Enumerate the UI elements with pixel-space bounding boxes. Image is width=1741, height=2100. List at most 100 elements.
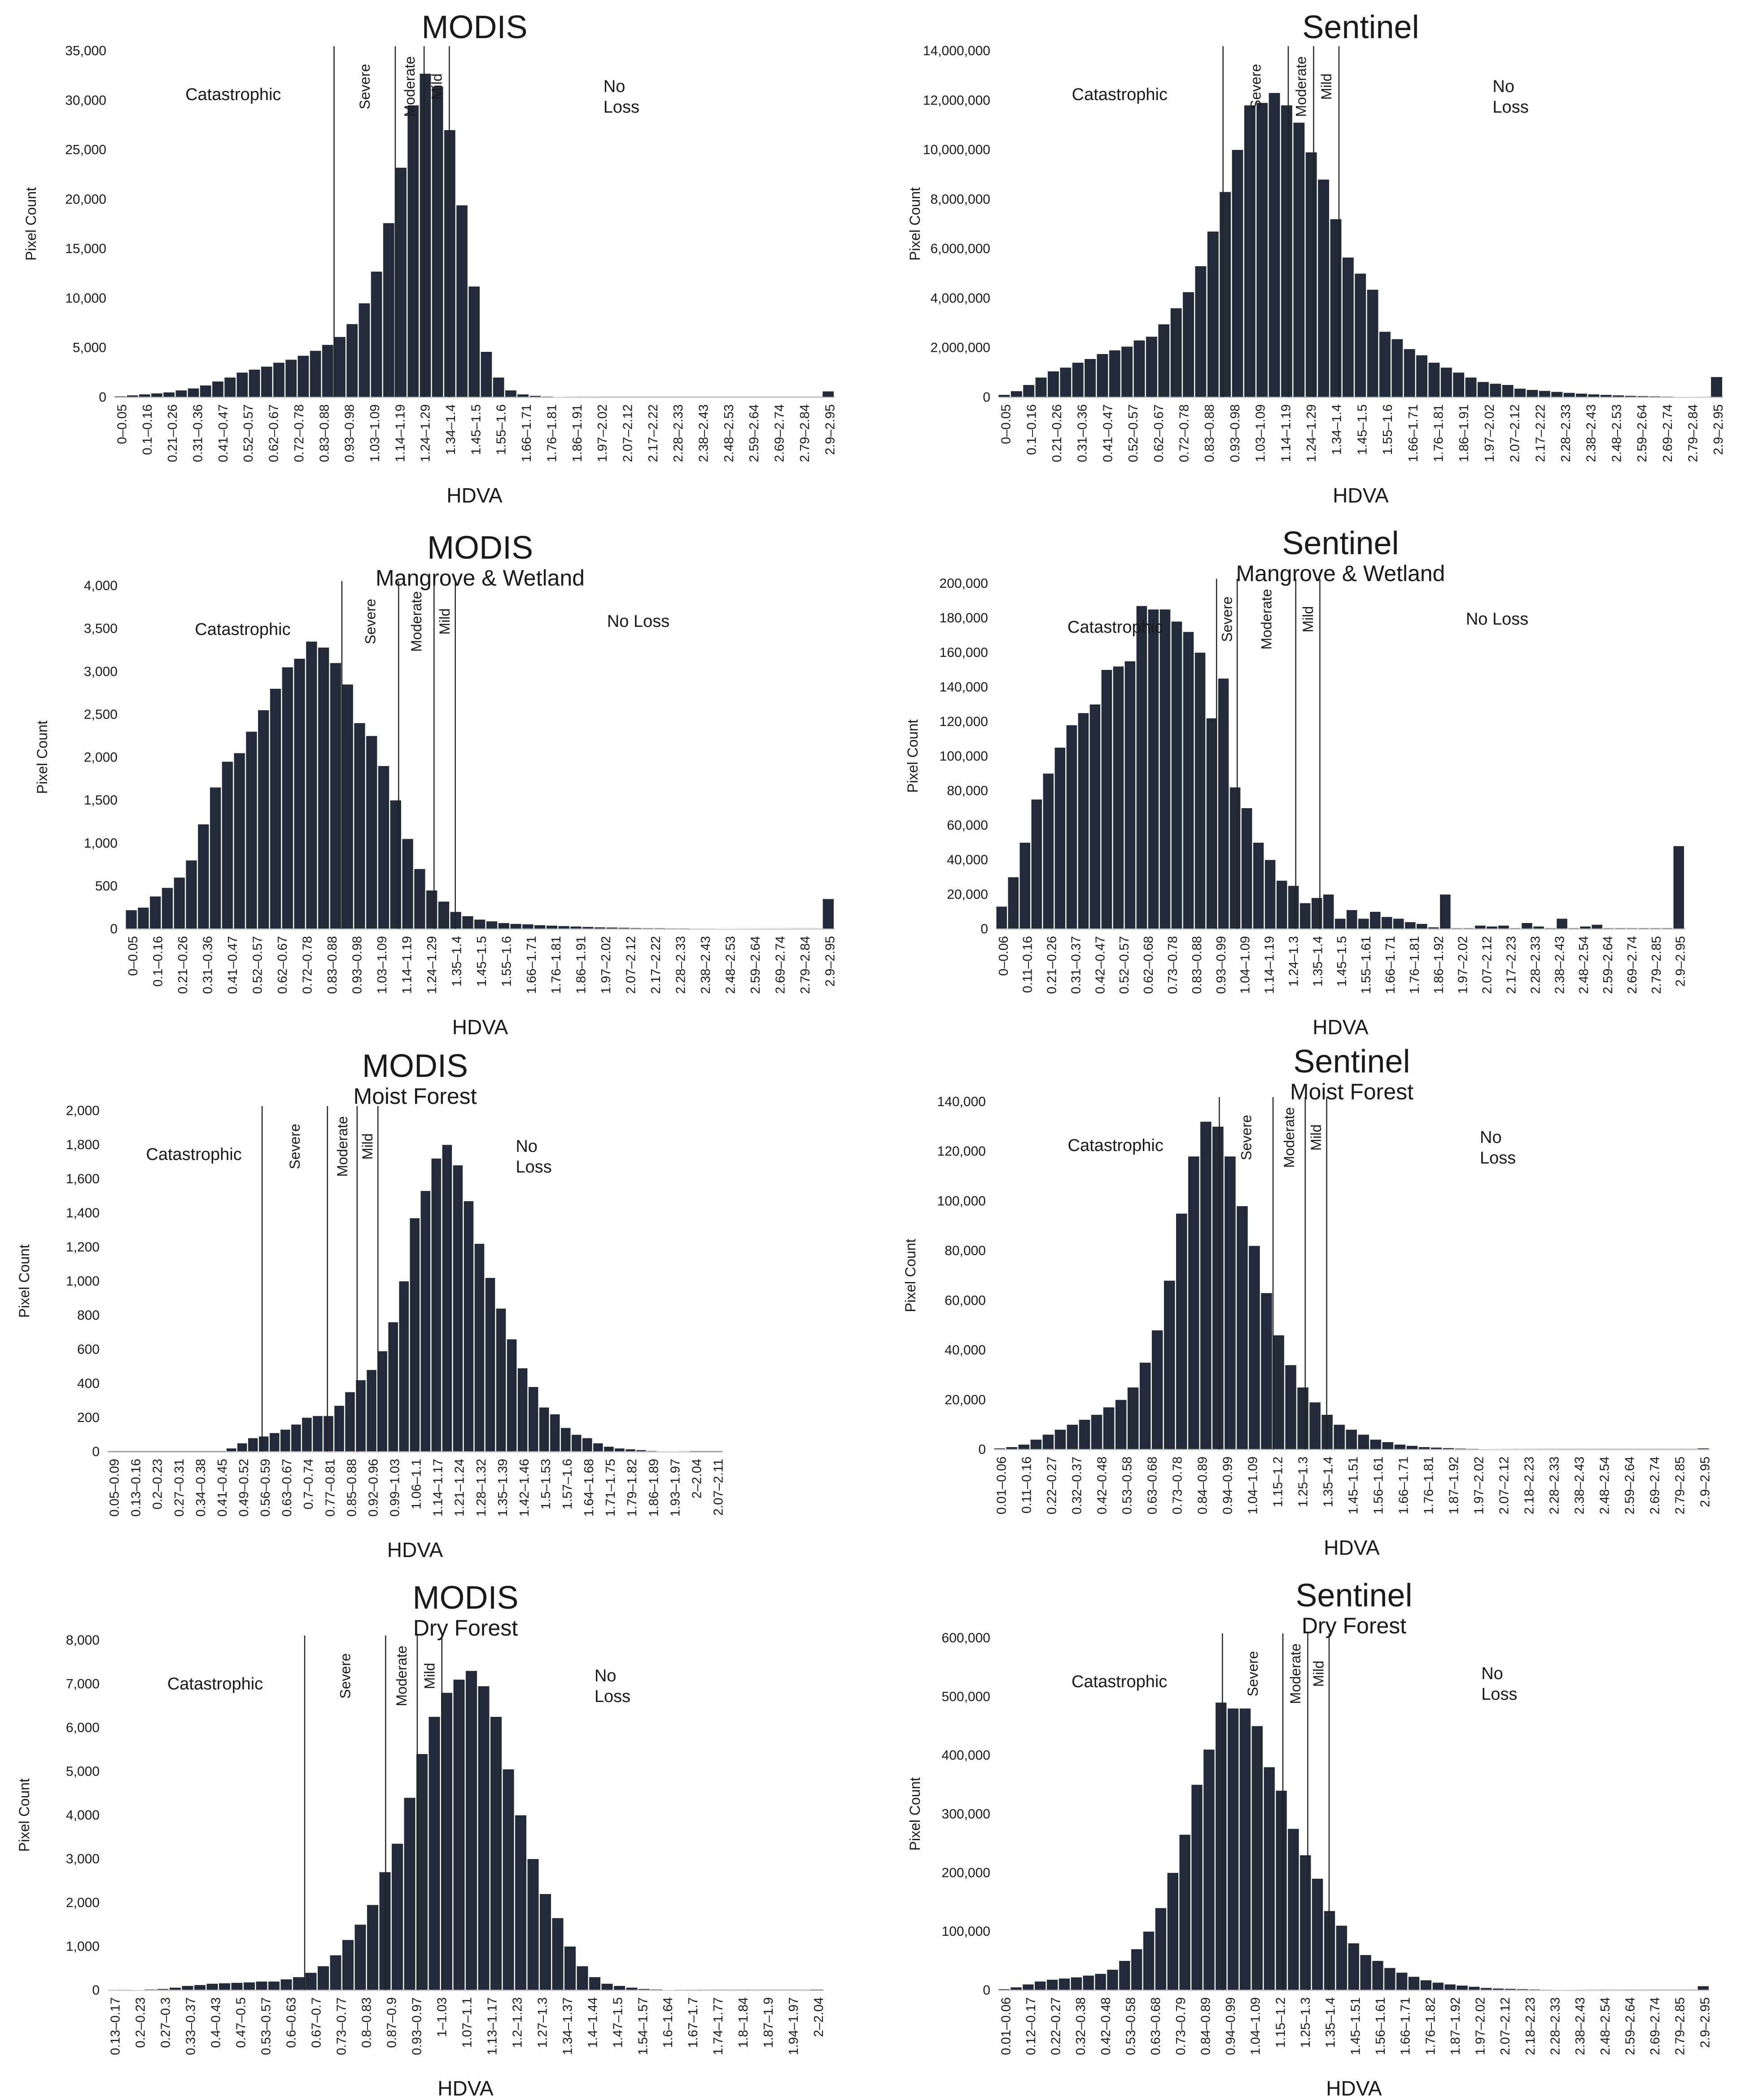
histogram-bar	[431, 1158, 442, 1452]
x-tick-label: 1.24–1.29	[1304, 404, 1319, 462]
histogram-bar	[1163, 1280, 1176, 1450]
histogram-bar	[549, 1413, 560, 1452]
x-tick-label: 1.66–1.71	[525, 936, 539, 994]
x-tick-label: 1.97–2.02	[595, 404, 610, 462]
histogram-bar	[618, 927, 630, 929]
y-tick-label: 800	[77, 1308, 100, 1323]
histogram-bar	[1322, 894, 1334, 929]
histogram-bar	[1391, 338, 1404, 398]
histogram-bar	[650, 1989, 663, 1991]
histogram-bar	[391, 1843, 403, 1991]
category-label-severe: Severe	[287, 1124, 303, 1169]
x-tick-label: 0.41–0.45	[215, 1459, 230, 1517]
histogram-bar	[463, 1200, 474, 1452]
histogram-bar	[462, 915, 474, 929]
x-tick-label: 2.69–2.74	[1648, 1997, 1662, 2055]
category-label-severe: Severe	[1238, 1115, 1254, 1160]
histogram-bar	[1239, 1708, 1251, 1991]
histogram-bar	[1287, 1828, 1299, 1991]
histogram-bar	[1206, 718, 1218, 929]
x-tick-label: 1.56–1.61	[1371, 1457, 1386, 1514]
histogram-bar	[613, 1985, 626, 1991]
x-tick-label: 0.41–0.47	[216, 404, 231, 462]
x-tick-label: 0.94–0.99	[1220, 1457, 1235, 1514]
histogram-bar	[293, 658, 306, 929]
y-tick-label: 1,500	[84, 793, 118, 808]
y-tick-label: 2,500	[84, 707, 118, 722]
x-tick-label: 1.97–2.02	[599, 936, 613, 994]
histogram-bar	[714, 928, 726, 929]
histogram-bar	[1360, 1955, 1372, 1991]
histogram-bar	[539, 1894, 551, 1991]
histogram-bar	[996, 906, 1008, 929]
histogram-bar	[233, 752, 245, 929]
chart-subtitle: Dry Forest	[413, 1615, 518, 1641]
histogram-bar	[822, 391, 835, 398]
x-tick-label: 2.28–2.33	[1559, 404, 1573, 462]
x-tick-label: 0.53–0.58	[1120, 1457, 1134, 1514]
histogram-bar	[564, 1946, 576, 1991]
x-tick-label: 0.42–0.48	[1099, 1997, 1113, 2055]
histogram-bar	[1182, 292, 1194, 398]
histogram-bar	[273, 362, 285, 398]
x-tick-label: 1.45–1.5	[1335, 936, 1349, 987]
x-axis-title: HDVA	[1333, 484, 1389, 507]
histogram-bar	[1468, 1986, 1480, 1991]
histogram-bar	[420, 1190, 431, 1452]
x-tick-label: 0.4–0.43	[209, 1997, 223, 2048]
histogram-bar	[1504, 1988, 1517, 1991]
histogram-bar	[1167, 1872, 1179, 1991]
x-tick-label: 1.64–1.68	[582, 1459, 596, 1517]
histogram-bar	[626, 1987, 638, 1991]
histogram-bar	[388, 1321, 398, 1452]
x-tick-label: 2.59–2.64	[1623, 1457, 1637, 1514]
histogram-bar	[309, 350, 322, 398]
x-tick-label: 0–0.06	[997, 936, 1011, 976]
x-tick-label: 1.71–1.75	[604, 1459, 618, 1517]
y-tick-label: 7,000	[66, 1677, 100, 1692]
histogram-bar	[329, 662, 342, 929]
histogram-bar	[1145, 336, 1158, 398]
x-tick-label: 1.8–1.84	[736, 1997, 751, 2048]
y-tick-label: 20,000	[945, 1392, 986, 1407]
histogram-bar	[1101, 669, 1113, 929]
category-label-catastrophic: Catastrophic	[146, 1145, 241, 1164]
histogram-bar	[1047, 371, 1059, 398]
x-tick-label: 0.33–0.37	[184, 1997, 198, 2055]
histogram-bar	[317, 647, 330, 929]
histogram-bar	[1285, 1365, 1297, 1450]
x-tick-label: 2.79–2.84	[798, 404, 812, 462]
x-tick-label: 1.25–1.3	[1296, 1457, 1310, 1507]
histogram-bar	[1229, 787, 1241, 929]
chart-title: MODIS	[421, 9, 527, 45]
category-label-no: No Loss	[604, 77, 639, 117]
x-tick-label: 1.97–2.02	[1474, 1997, 1488, 2055]
histogram-bar	[1159, 609, 1171, 929]
x-tick-label: 2.17–2.22	[646, 404, 661, 462]
y-tick-label: 400,000	[942, 1748, 990, 1763]
histogram-bar	[1579, 926, 1591, 929]
histogram-bar	[377, 1351, 388, 1452]
x-tick-label: 0.34–0.38	[194, 1459, 208, 1517]
histogram-bar	[1273, 1334, 1285, 1450]
x-tick-label: 2.9–2.95	[1698, 1457, 1712, 1507]
y-tick-label: 1,600	[66, 1172, 100, 1186]
histogram-bar	[1131, 1948, 1143, 1991]
histogram-bar	[1420, 1980, 1432, 1991]
chart-subtitle: Mangrove & Wetland	[1236, 561, 1445, 586]
y-axis-title: Pixel Count	[16, 1244, 32, 1318]
x-tick-label: 2.79–2.84	[798, 936, 813, 994]
histogram-bar	[1311, 1878, 1324, 1991]
x-tick-label: 1.15–1.2	[1271, 1457, 1285, 1507]
histogram-bar	[1600, 394, 1612, 398]
x-tick-label: 0.1–0.16	[1024, 404, 1039, 455]
x-tick-label: 0.67–0.7	[310, 1997, 324, 2048]
histogram-bar	[1428, 927, 1439, 929]
histogram-bar	[431, 86, 444, 398]
histogram-bar	[654, 928, 666, 929]
histogram-bar	[345, 1391, 355, 1452]
histogram-bar	[1010, 390, 1023, 398]
y-tick-label: 6,000,000	[931, 241, 990, 256]
histogram-bar	[1287, 885, 1299, 929]
histogram-bar	[1297, 1387, 1309, 1450]
